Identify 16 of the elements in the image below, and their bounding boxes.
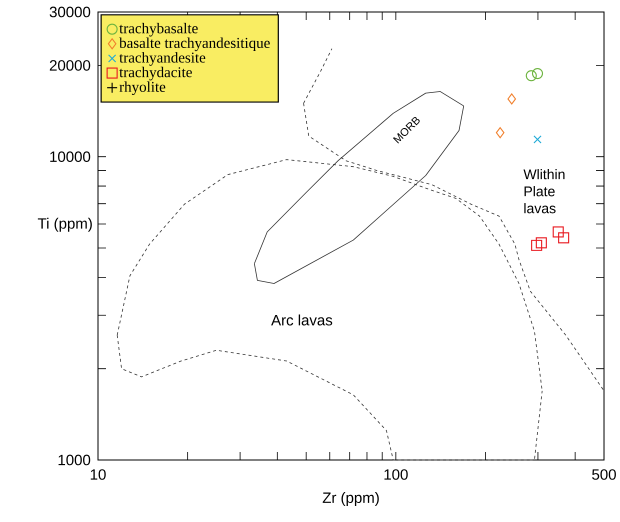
legend-label: rhyolite [119, 81, 166, 96]
legend-label: basalte trachyandesitique [119, 37, 270, 52]
x-tick-label: 500 [592, 469, 616, 480]
x-axis-title: Zr (ppm) [322, 492, 379, 506]
annotation: Arc lavas [271, 314, 332, 326]
x-tick-label: 10 [90, 469, 106, 480]
x-tick-label: 100 [384, 469, 408, 480]
legend-label: trachydacite [119, 66, 192, 80]
annotation: Wlithin Plate lavas [523, 169, 564, 214]
y-axis-title: Ti (ppm) [38, 218, 92, 232]
y-tick-label: 10000 [50, 151, 90, 162]
y-tick-label: 20000 [50, 60, 90, 71]
y-tick-label: 30000 [50, 6, 90, 18]
legend-label: trachyandesite [119, 52, 206, 66]
y-tick-label: 1000 [58, 454, 90, 466]
legend-label: trachybasalte [119, 22, 198, 36]
